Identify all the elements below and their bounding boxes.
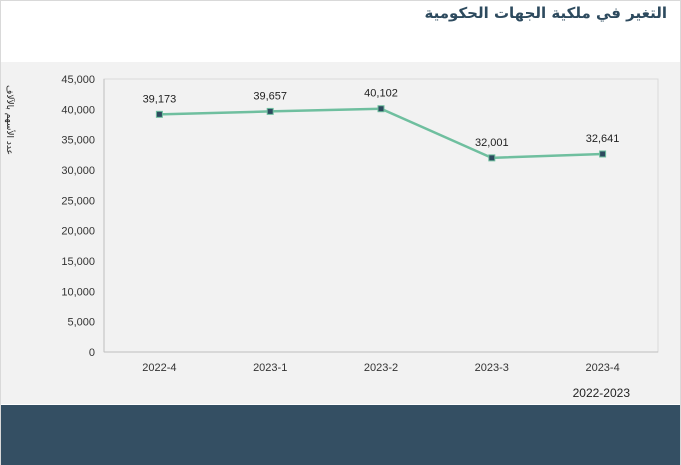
y-tick-label: 25,000 xyxy=(61,195,95,207)
x-tick-label: 2023-4 xyxy=(585,362,619,374)
y-tick-label: 5,000 xyxy=(67,317,95,329)
series-group: 39,173 39,657 40,102 32,001 32,641 xyxy=(143,88,620,162)
y-axis-label: عدد الأسهم بالآلاف xyxy=(4,85,14,155)
x-tick-label: 2023-1 xyxy=(253,362,287,374)
x-tick-label: 2022-4 xyxy=(142,362,176,374)
y-tick-label: 30,000 xyxy=(61,165,95,177)
data-label: 40,102 xyxy=(364,88,398,100)
y-tick-label: 40,000 xyxy=(61,104,95,116)
chart-title: التغير في ملكية الجهات الحكومية xyxy=(424,4,667,22)
data-label: 39,173 xyxy=(143,93,177,105)
y-tick-label: 10,000 xyxy=(61,286,95,298)
y-tick-label: 0 xyxy=(89,347,95,359)
y-tick-label: 20,000 xyxy=(61,226,95,238)
y-tick-label: 45,000 xyxy=(61,74,95,86)
data-label: 39,657 xyxy=(253,90,287,102)
y-tick-labels: 0 5,000 10,000 15,000 20,000 25,000 30,000 35,0… xyxy=(61,74,95,359)
data-point xyxy=(488,154,496,162)
x-axis-label: 2022-2023 xyxy=(573,386,631,400)
plot-area xyxy=(103,78,659,353)
y-tick-label: 15,000 xyxy=(61,256,95,268)
y-tick-label: 35,000 xyxy=(61,135,95,147)
data-label: 32,001 xyxy=(475,137,509,149)
footer-bar xyxy=(1,405,680,465)
data-point xyxy=(155,110,163,118)
x-tick-label: 2023-2 xyxy=(364,362,398,374)
x-tick-labels: 2022-4 2023-1 2023-2 2023-3 2023-4 xyxy=(142,362,619,374)
data-point xyxy=(599,150,607,158)
x-tick-label: 2023-3 xyxy=(475,362,509,374)
data-point xyxy=(266,107,274,115)
data-label: 32,641 xyxy=(586,133,620,145)
data-point xyxy=(377,105,385,113)
